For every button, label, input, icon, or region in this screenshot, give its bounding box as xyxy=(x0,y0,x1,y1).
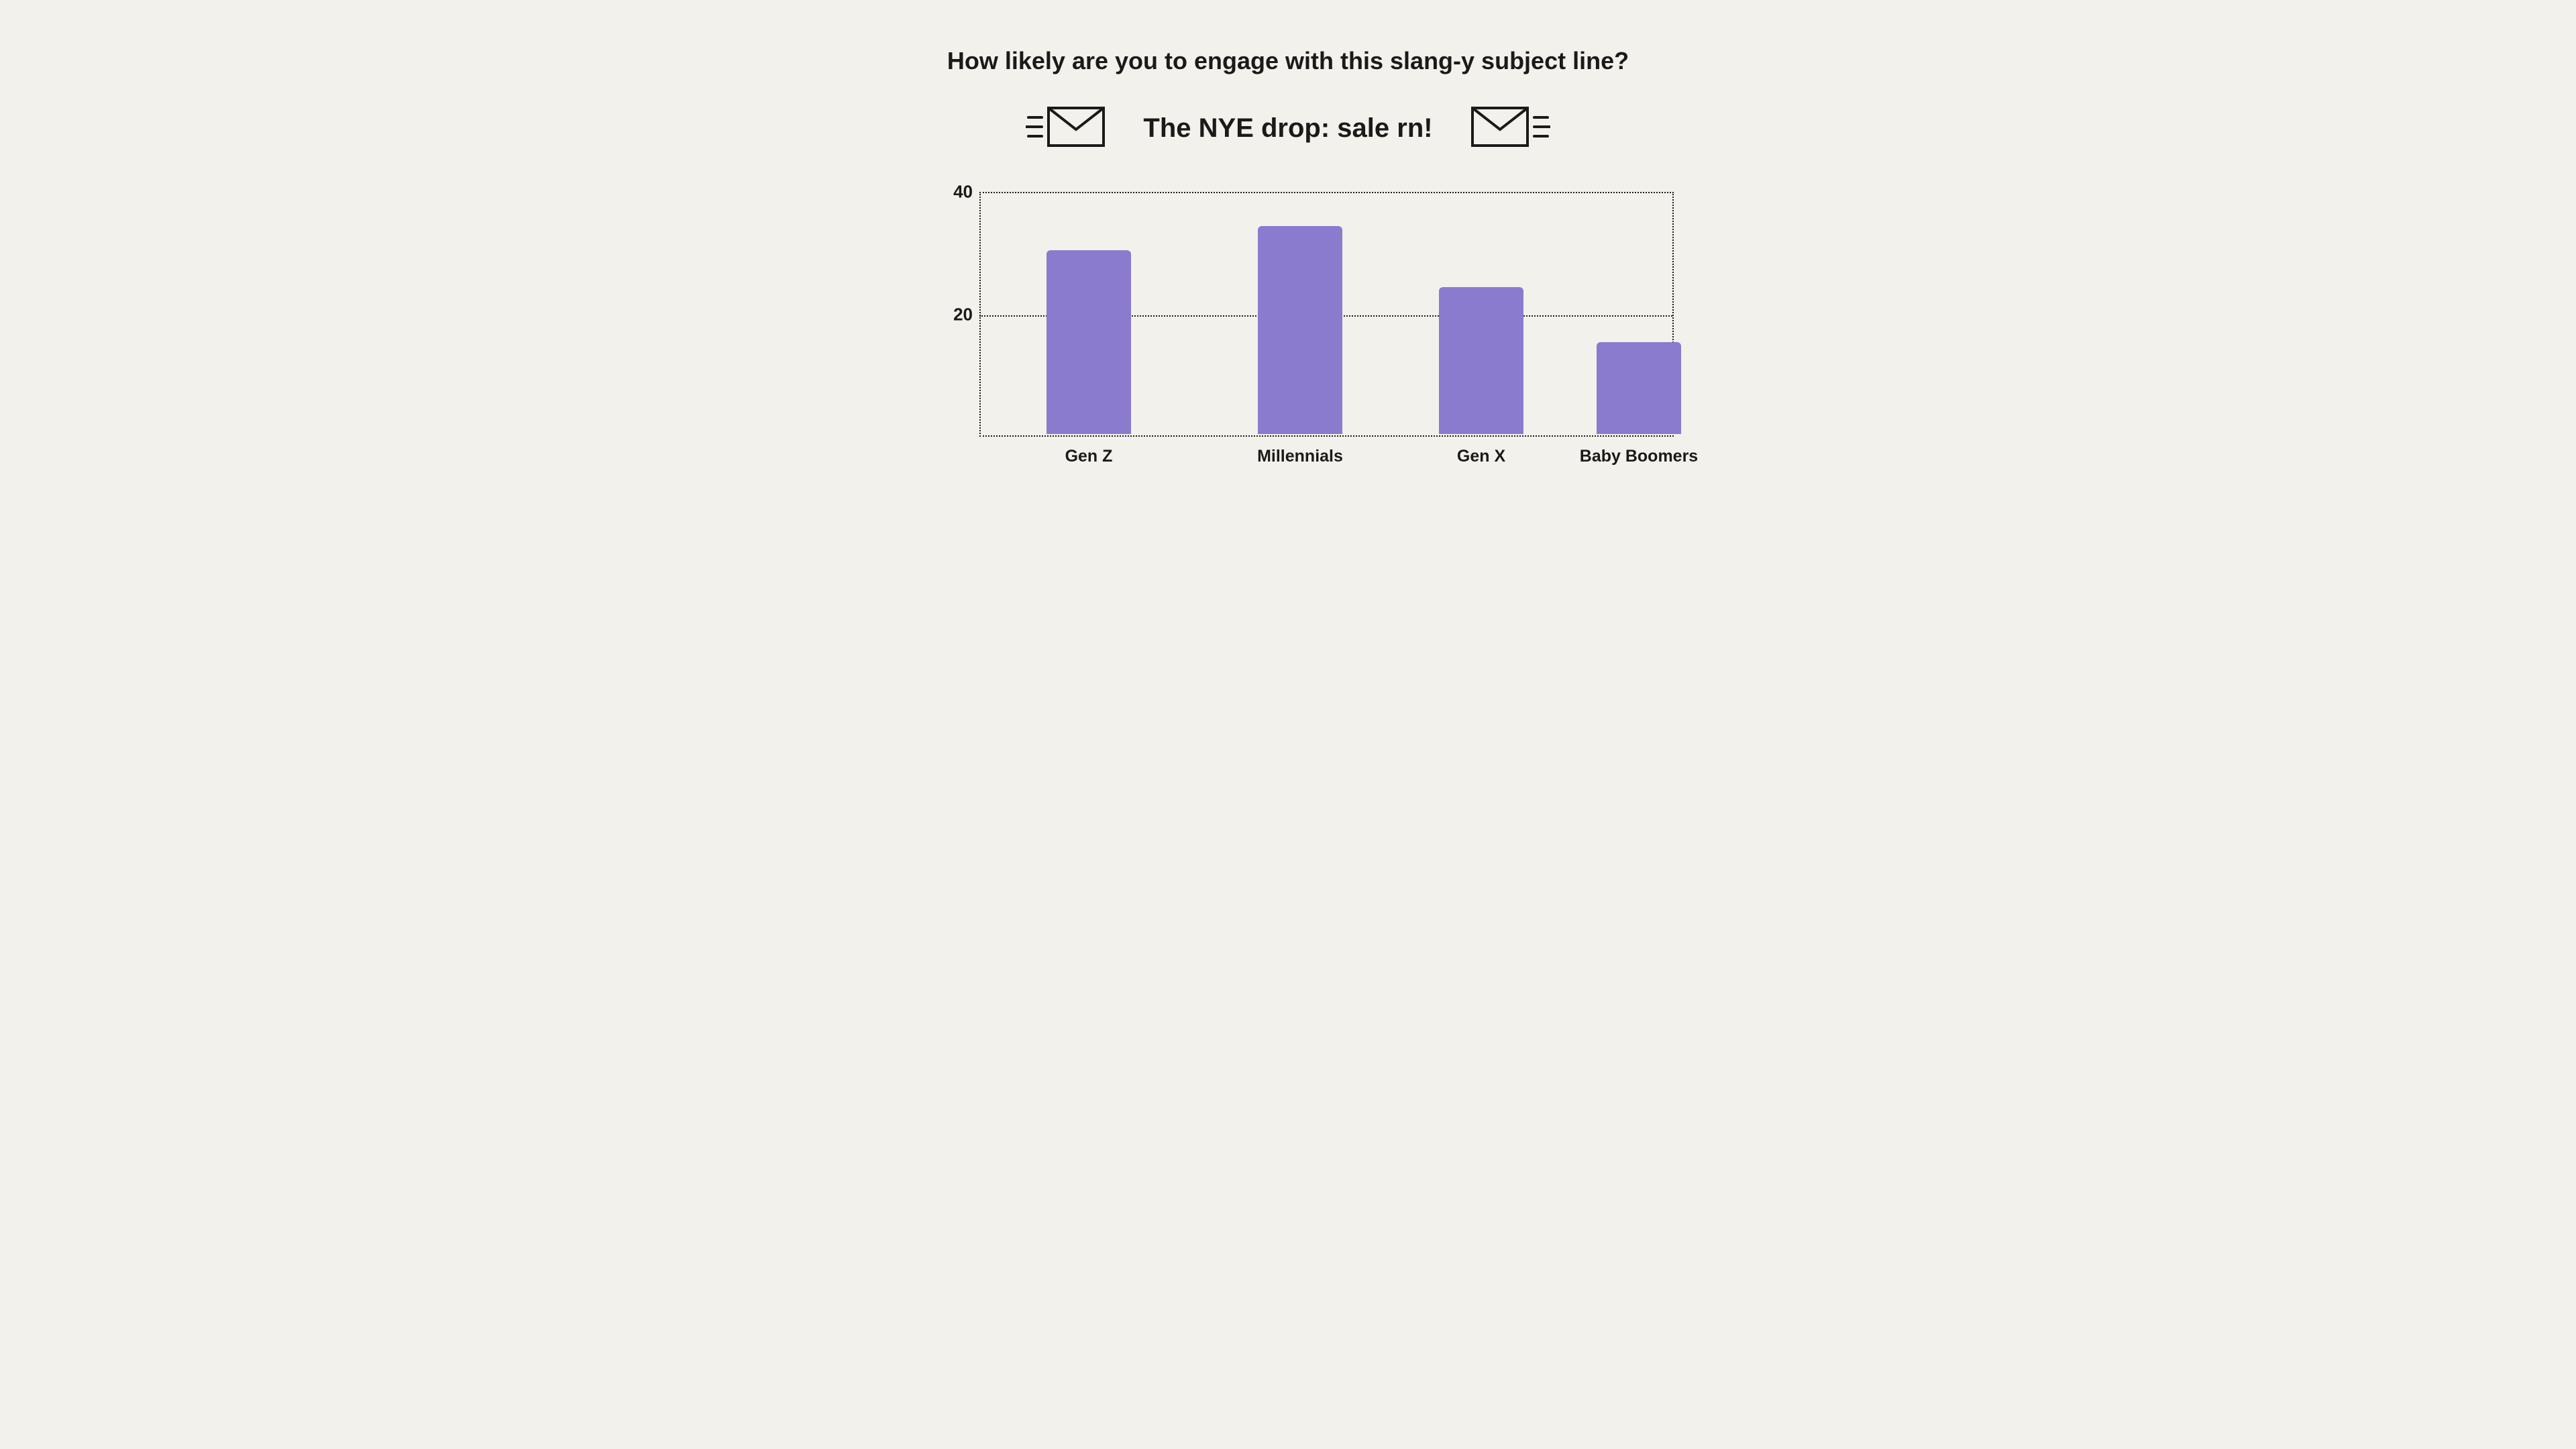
chart-bar xyxy=(1258,226,1342,434)
mail-fast-icon-left xyxy=(1026,105,1106,152)
subject-line-row: The NYE drop: sale rn! xyxy=(1026,105,1550,152)
bar-chart: 2040Gen ZMillennialsGen XBaby Boomers xyxy=(902,189,1674,437)
chart-title: How likely are you to engage with this s… xyxy=(947,47,1629,75)
chart-plot-area xyxy=(979,192,1674,437)
y-axis-tick-label: 20 xyxy=(939,304,973,325)
x-axis-category-label: Baby Boomers xyxy=(1580,447,1698,466)
y-axis-tick-label: 40 xyxy=(939,182,973,203)
x-axis-category-label: Gen Z xyxy=(1065,447,1113,466)
chart-bar xyxy=(1439,287,1523,434)
chart-bar xyxy=(1046,250,1131,434)
x-axis-category-label: Gen X xyxy=(1457,447,1505,466)
x-axis-category-label: Millennials xyxy=(1257,447,1343,466)
mail-fast-icon-right xyxy=(1470,105,1550,152)
chart-bar xyxy=(1597,342,1681,434)
subject-line-text: The NYE drop: sale rn! xyxy=(1143,113,1432,144)
